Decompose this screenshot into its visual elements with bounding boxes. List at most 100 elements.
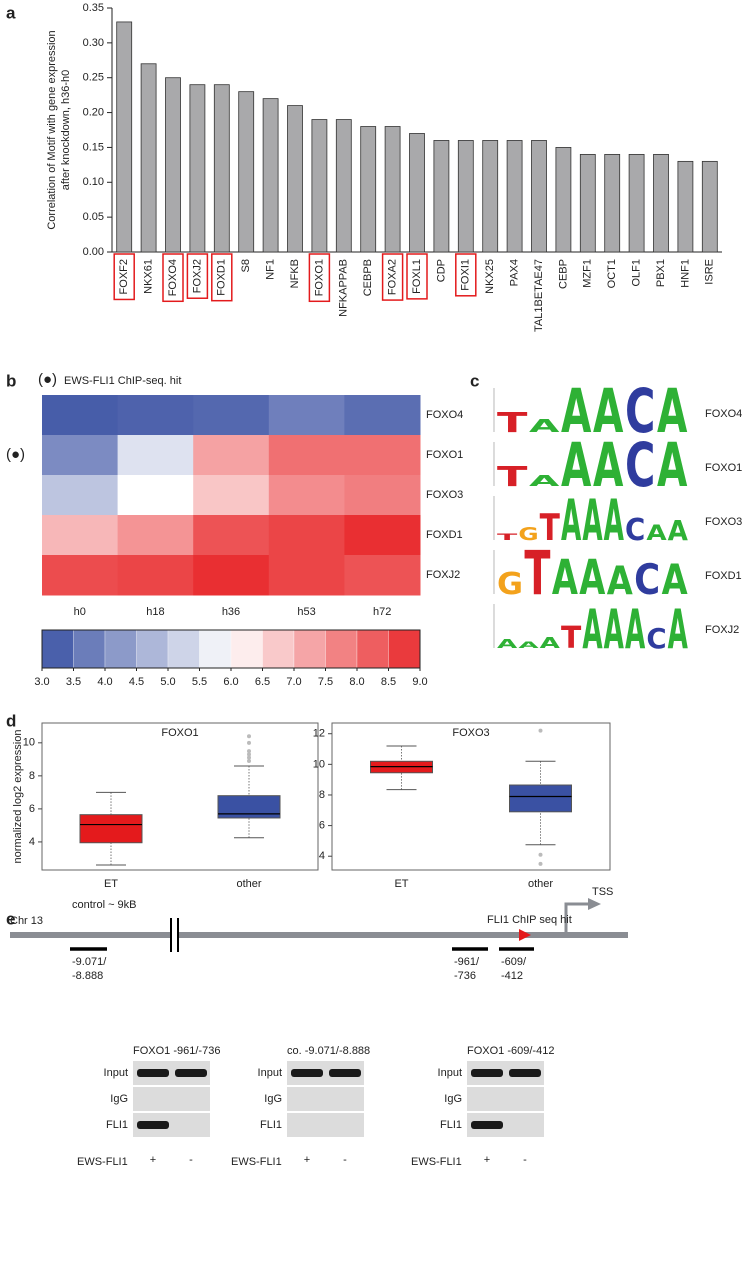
break-gap [171, 920, 179, 950]
y-tick-label: 0.00 [83, 246, 104, 258]
bar [116, 21, 133, 253]
colorbar-label: 4.0 [97, 676, 112, 688]
bar [213, 84, 230, 253]
logo-letter: T [524, 539, 550, 609]
gel-row-label: FLI1 [260, 1119, 282, 1131]
logo-letter: A [593, 431, 624, 501]
control-label: control ~ 9kB [72, 899, 137, 911]
panel-label: c [470, 371, 479, 390]
bar [433, 140, 450, 253]
gel-title: co. -9.071/-8.888 [287, 1045, 370, 1057]
heat-cell [193, 515, 270, 556]
bar [311, 119, 328, 253]
x-tick-label: FOXI1 [460, 259, 472, 291]
outlier [247, 740, 251, 745]
colorbar-swatch [104, 629, 137, 669]
gel-lane-strip [287, 1087, 364, 1111]
logo-letter: T [497, 462, 528, 493]
bar [506, 140, 523, 253]
condition-label: EWS-FLI1 [77, 1156, 128, 1168]
gel-row-label: Input [438, 1067, 462, 1079]
heat-cell [42, 515, 119, 556]
gel-band [509, 1069, 541, 1077]
x-tick-label: FOXF2 [118, 259, 130, 294]
logo-letter: A [625, 598, 645, 661]
logo-letter: T [540, 506, 561, 549]
bar [360, 126, 377, 253]
box [509, 784, 572, 813]
panel-label: d [6, 711, 16, 730]
heat-cell [117, 395, 194, 436]
x-tick-label: TAL1BETAE47 [533, 259, 545, 332]
lane-label: + [484, 1154, 490, 1166]
colorbar-label: 4.5 [129, 676, 144, 688]
colorbar-swatch [136, 629, 169, 669]
heat-cell [268, 435, 345, 476]
highlight-box [162, 253, 184, 303]
colorbar-swatch [199, 629, 232, 669]
col-label: h36 [222, 606, 240, 618]
tss-arrow [564, 902, 590, 935]
x-tick-label: FOXL1 [411, 259, 423, 294]
outlier [247, 749, 251, 754]
lane-label: + [150, 1154, 156, 1166]
x-tick-label: other [236, 878, 261, 890]
colorbar-label: 9.0 [412, 676, 427, 688]
heat-cell [193, 475, 270, 516]
gel-row-label: Input [258, 1067, 282, 1079]
heat-cell [42, 475, 119, 516]
logo-letter: A [646, 520, 667, 545]
panel-label: b [6, 371, 16, 390]
chart-title: FOXO1 [161, 727, 198, 739]
col-label: h18 [146, 606, 164, 618]
heat-cell [117, 555, 194, 596]
bar [165, 77, 181, 253]
y-tick-label: 0.15 [83, 141, 104, 153]
y-tick-label: 0.05 [83, 211, 104, 223]
lane-label: - [523, 1154, 527, 1166]
chart-title: FOXO3 [452, 727, 489, 739]
logo-letter: A [657, 377, 688, 447]
colorbar-swatch [325, 629, 358, 669]
bar [628, 153, 645, 253]
heat-cell [193, 435, 270, 476]
bar [140, 63, 157, 253]
heat-cell [344, 555, 421, 596]
y-axis-label: after knockdown, h36-h0 [60, 70, 72, 190]
y-tick-label: 0.10 [83, 176, 104, 188]
gel-band [137, 1069, 169, 1077]
logo-letter: A [561, 431, 592, 501]
y-tick-label: 0.20 [83, 106, 104, 118]
amplicon-label: -961/ [454, 956, 480, 968]
bar [579, 153, 596, 253]
gel-band [471, 1121, 503, 1129]
x-tick-label: OLF1 [631, 259, 643, 287]
heat-cell [268, 395, 345, 436]
x-tick-label: NFKAPPAB [338, 259, 350, 317]
row-label: FOXO4 [426, 409, 463, 421]
bar [457, 140, 474, 253]
outlier [247, 755, 251, 760]
colorbar-swatch [262, 629, 295, 669]
logo-letter: T [561, 621, 582, 656]
colorbar-swatch [167, 629, 200, 669]
col-label: h53 [297, 606, 315, 618]
logo-letter: A [561, 377, 592, 447]
colorbar-label: 8.5 [381, 676, 396, 688]
gel-row-label: FLI1 [440, 1119, 462, 1131]
x-tick-label: FOXJ2 [191, 259, 203, 293]
box [217, 795, 281, 819]
colorbar-label: 8.0 [349, 676, 364, 688]
colorbar-label: 5.0 [160, 676, 175, 688]
bar [677, 160, 694, 253]
colorbar-swatch [41, 629, 74, 669]
gel-row-label: FLI1 [106, 1119, 128, 1131]
motif-name: FOXO3 [705, 516, 742, 528]
gel-band [175, 1069, 207, 1077]
gel-row-label: Input [104, 1067, 128, 1079]
row-label: FOXD1 [426, 529, 463, 541]
lane-label: - [343, 1154, 347, 1166]
bar [604, 153, 621, 253]
y-tick-label: 4 [319, 850, 325, 862]
colorbar-label: 6.5 [255, 676, 270, 688]
